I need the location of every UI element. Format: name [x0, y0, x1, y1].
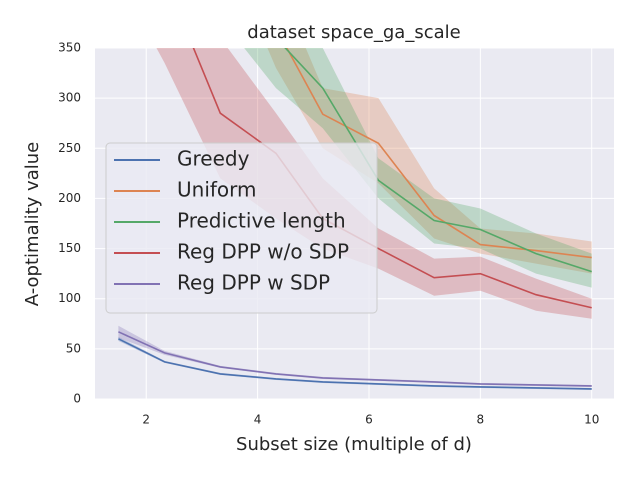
x-tick-label: 4 — [254, 413, 262, 427]
legend-label: Reg DPP w SDP — [177, 271, 330, 295]
series-line — [118, 338, 592, 390]
y-tick-label: 300 — [58, 91, 81, 105]
x-tick-label: 2 — [142, 413, 150, 427]
legend-label: Reg DPP w/o SDP — [177, 240, 349, 264]
error-band — [244, 48, 592, 288]
y-tick-label: 0 — [73, 392, 81, 406]
chart-title: dataset space_ga_scale — [247, 22, 460, 43]
y-tick-label: 50 — [66, 341, 81, 355]
series-line — [284, 48, 592, 273]
x-tick-label: 10 — [584, 413, 599, 427]
y-tick-label: 100 — [58, 291, 81, 305]
legend-label: Greedy — [177, 147, 250, 171]
y-tick-label: 250 — [58, 141, 81, 155]
x-axis-label: Subset size (multiple of d) — [236, 434, 472, 455]
y-axis-label: A-optimality value — [22, 142, 43, 306]
legend-box — [105, 142, 378, 314]
legend-label: Predictive length — [177, 209, 346, 233]
legend-label: Uniform — [177, 178, 257, 202]
x-tick-label: 6 — [365, 413, 373, 427]
y-tick-label: 200 — [58, 191, 81, 205]
y-tick-label: 150 — [58, 241, 81, 255]
x-tick-label: 8 — [477, 413, 485, 427]
series-line — [118, 331, 592, 387]
error-band — [267, 48, 592, 274]
series-line — [285, 48, 592, 259]
error-band — [156, 48, 592, 319]
y-tick-label: 350 — [58, 41, 81, 55]
